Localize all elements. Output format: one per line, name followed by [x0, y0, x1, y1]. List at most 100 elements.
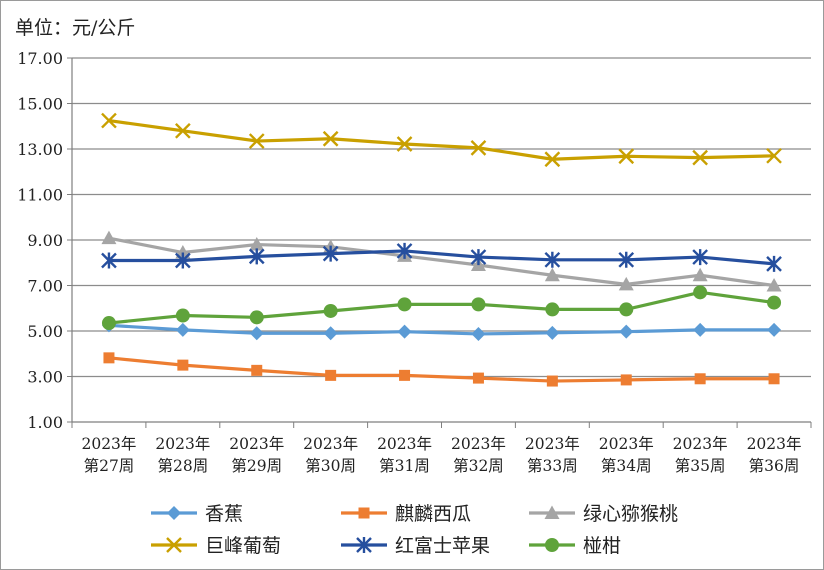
y-tick-label: 9.00: [27, 231, 63, 250]
data-point: [103, 352, 115, 364]
legend-label: 麒麟西瓜: [395, 503, 471, 525]
data-point: [618, 251, 635, 268]
data-point: [249, 310, 264, 325]
data-point: [618, 276, 634, 291]
y-tick-label: 7.00: [27, 277, 63, 296]
data-point: [396, 242, 413, 259]
legend-label: 红富士苹果: [395, 535, 490, 557]
data-point: [619, 302, 634, 317]
data-point: [544, 267, 560, 282]
data-point: [101, 316, 116, 331]
data-point: [322, 130, 339, 147]
legend-label: 椪柑: [583, 535, 621, 557]
series-1: [103, 352, 780, 387]
legend-item: 巨峰葡萄: [151, 535, 281, 557]
data-point: [323, 326, 338, 341]
y-tick-label: 1.00: [27, 413, 63, 432]
x-tick-label: 2023年: [229, 435, 284, 453]
x-tick-label: 2023年: [747, 435, 802, 453]
x-tick-label: 第27周: [84, 457, 135, 475]
y-tick-label: 13.00: [17, 140, 63, 159]
series-line: [108, 290, 775, 325]
data-point: [766, 147, 782, 164]
data-point: [692, 249, 708, 266]
series-4: [101, 242, 782, 272]
legend-label: 巨峰葡萄: [205, 535, 281, 557]
data-point: [471, 326, 486, 341]
data-point: [545, 325, 560, 340]
data-point: [619, 324, 634, 339]
legend-marker: [167, 506, 181, 520]
data-point: [766, 278, 782, 292]
x-tick-label: 2023年: [303, 435, 358, 453]
data-point: [692, 149, 708, 166]
legend-item: 香蕉: [151, 503, 243, 525]
x-tick-label: 第31周: [379, 457, 430, 475]
x-tick-label: 2023年: [451, 435, 506, 453]
x-tick-label: 第34周: [601, 457, 652, 475]
series-line: [108, 356, 775, 383]
series-5: [101, 285, 782, 331]
data-point: [545, 302, 560, 317]
data-point: [248, 248, 265, 265]
data-point: [544, 251, 561, 268]
series-3: [101, 112, 782, 168]
legend-marker: [544, 505, 560, 519]
data-point: [694, 373, 706, 385]
data-point: [101, 112, 117, 129]
data-point: [546, 375, 558, 387]
data-point: [470, 140, 487, 156]
series-line: [108, 236, 775, 288]
x-tick-label: 2023年: [81, 435, 136, 453]
data-point: [470, 249, 487, 266]
data-point: [767, 295, 782, 310]
series-0: [101, 318, 782, 341]
legend-item: 椪柑: [529, 535, 621, 557]
x-tick-label: 2023年: [155, 435, 210, 453]
data-point: [620, 374, 632, 386]
data-point: [399, 369, 411, 381]
data-point: [544, 151, 561, 168]
data-point: [175, 122, 191, 139]
x-tick-label: 2023年: [377, 435, 432, 453]
x-tick-label: 第32周: [453, 457, 504, 475]
data-point: [101, 230, 117, 245]
legend-marker: [358, 507, 370, 519]
data-point: [693, 322, 708, 337]
data-point: [175, 252, 191, 269]
data-point: [323, 303, 338, 318]
x-tick-label: 2023年: [673, 435, 728, 453]
series-line: [108, 323, 775, 336]
legend-item: 麒麟西瓜: [341, 503, 471, 525]
unit-label: 单位：元/公斤: [15, 17, 136, 39]
data-point: [248, 133, 265, 149]
x-tick-label: 第35周: [675, 457, 726, 475]
x-tick-label: 2023年: [525, 435, 580, 453]
data-point: [175, 308, 190, 323]
x-tick-label: 2023年: [599, 435, 654, 453]
data-point: [768, 373, 780, 385]
data-point: [397, 324, 412, 339]
data-point: [249, 237, 265, 251]
series-line: [108, 118, 775, 161]
data-point: [175, 322, 190, 337]
legend-label: 香蕉: [205, 503, 243, 525]
y-tick-label: 17.00: [17, 49, 63, 68]
x-tick-label: 第28周: [157, 457, 208, 475]
legend-marker: [545, 538, 559, 552]
data-point: [325, 369, 337, 381]
legend-item: 红富士苹果: [341, 535, 490, 557]
data-point: [251, 364, 263, 376]
data-point: [249, 326, 264, 341]
data-point: [472, 372, 484, 384]
data-point: [177, 359, 189, 371]
legend-marker: [356, 537, 372, 553]
legend-marker: [166, 537, 182, 553]
data-point: [692, 267, 708, 282]
y-tick-label: 11.00: [17, 186, 63, 205]
legend-label: 绿心猕猴桃: [583, 503, 678, 525]
series-line: [108, 249, 775, 266]
data-point: [101, 252, 117, 269]
data-point: [396, 136, 413, 152]
